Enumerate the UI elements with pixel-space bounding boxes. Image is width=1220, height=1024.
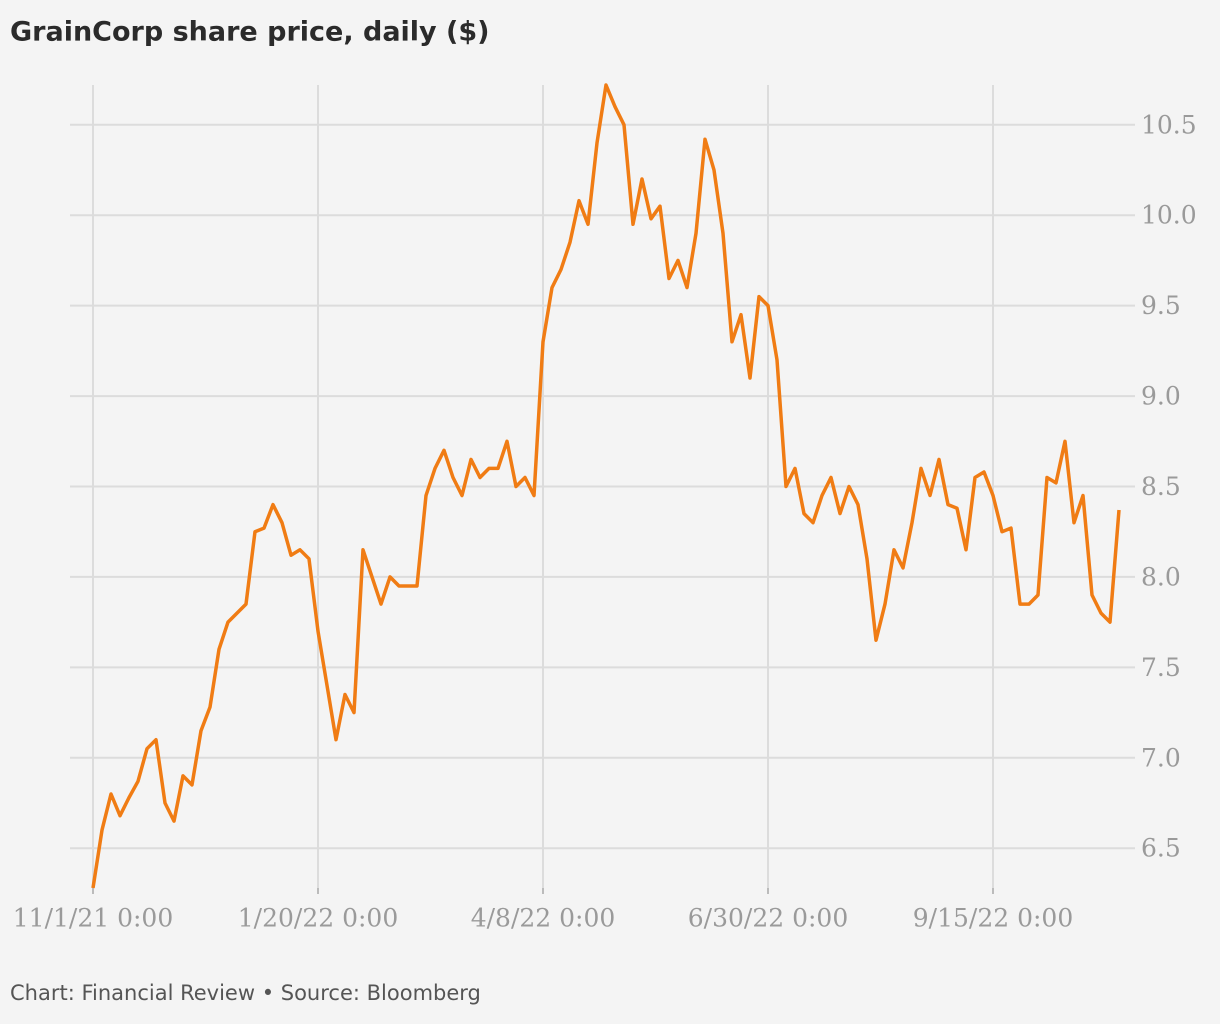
- x-tick-label: 9/15/22 0:00: [913, 904, 1073, 933]
- y-tick-label: 8.0: [1141, 562, 1181, 591]
- chart-footer: Chart: Financial Review • Source: Bloomb…: [10, 981, 481, 1005]
- x-tick-label: 11/1/21 0:00: [13, 904, 173, 933]
- y-tick-label: 6.5: [1141, 834, 1181, 863]
- y-tick-label: 9.0: [1141, 382, 1181, 411]
- x-tick-label: 4/8/22 0:00: [471, 904, 616, 933]
- y-tick-label: 9.5: [1141, 291, 1181, 320]
- y-tick-label: 10.0: [1141, 201, 1197, 230]
- price-line: [91, 83, 1121, 889]
- x-tick-label: 6/30/22 0:00: [688, 904, 848, 933]
- y-tick-label: 7.0: [1141, 743, 1181, 772]
- chart-title: GrainCorp share price, daily ($): [10, 17, 490, 48]
- x-tick-label: 1/20/22 0:00: [238, 904, 398, 933]
- y-tick-label: 10.5: [1141, 110, 1197, 139]
- y-tick-label: 7.5: [1141, 653, 1181, 682]
- y-tick-label: 8.5: [1141, 472, 1181, 501]
